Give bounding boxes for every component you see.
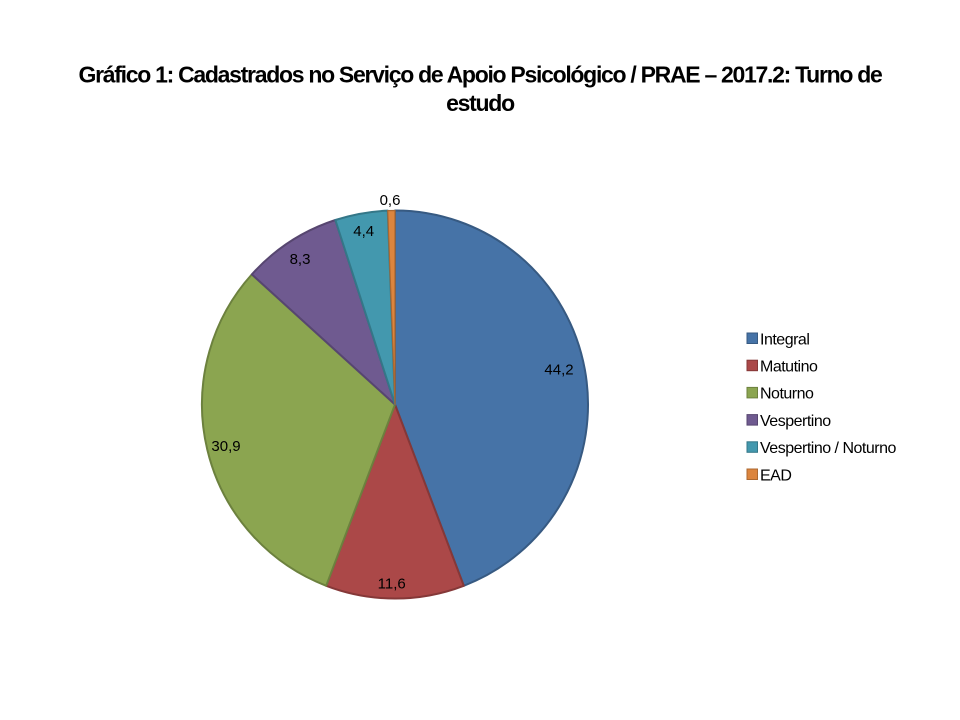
svg-text:4,4: 4,4 [353, 223, 374, 240]
svg-text:30,9: 30,9 [211, 438, 240, 455]
svg-text:estudo: estudo [446, 90, 515, 116]
svg-text:Noturno: Noturno [760, 386, 814, 403]
svg-text:8,3: 8,3 [290, 251, 311, 268]
svg-text:Matutino: Matutino [760, 359, 818, 376]
svg-text:Gráfico 1: Cadastrados no Serv: Gráfico 1: Cadastrados no Serviço de Apo… [79, 62, 882, 88]
svg-text:44,2: 44,2 [544, 361, 573, 378]
svg-text:Vespertino / Noturno: Vespertino / Noturno [760, 440, 896, 457]
svg-text:EAD: EAD [760, 467, 791, 484]
svg-text:0,6: 0,6 [380, 192, 401, 209]
svg-text:11,6: 11,6 [378, 576, 406, 593]
svg-text:Integral: Integral [760, 331, 809, 348]
svg-text:Vespertino: Vespertino [760, 413, 831, 430]
